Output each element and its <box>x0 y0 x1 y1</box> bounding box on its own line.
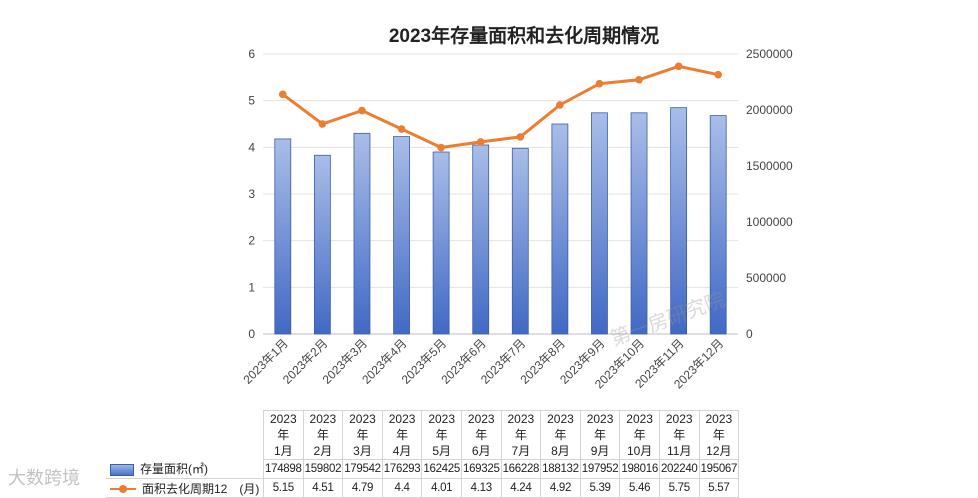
bar <box>353 132 371 335</box>
line-point <box>714 70 723 79</box>
line-point <box>516 133 525 141</box>
bar <box>432 151 450 335</box>
bar <box>472 144 490 335</box>
table-cell-stock-area: 174898 <box>263 459 304 479</box>
table-cell-cycle: 5.15 <box>263 478 304 498</box>
table-cell-stock-area: 202240 <box>658 459 700 479</box>
y-left-tick-label: 2 <box>248 234 255 248</box>
y-axis-right: 0 500000 1000000 1500000 2000000 2500000 <box>746 47 793 341</box>
table-header-cell: 2023年 1月 <box>263 410 304 460</box>
gridlines <box>263 53 738 335</box>
table-header-row: 2023年 1月 2023年 2月 2023年 3月 2023年 4月 2023年 5月 2023年… <box>106 410 740 460</box>
table-header-cell: 2023年 11月 <box>658 410 700 460</box>
line-point <box>358 106 366 115</box>
table-cell-cycle: 4.79 <box>342 478 383 498</box>
y-left-tick-label: 1 <box>248 280 255 294</box>
line-point <box>635 75 643 84</box>
bar <box>670 107 688 335</box>
table-cell-cycle: 4.01 <box>421 478 462 498</box>
line-point <box>278 90 287 99</box>
table-row-line: 面积去化周期12 (月) 5.15 4.51 4.79 4.4 4.01 4.13 4.24… <box>106 478 740 498</box>
table-cell-stock-area: 188132 <box>540 459 581 479</box>
table-header-cell: 2023年 3月 <box>342 410 383 460</box>
legend-line-swatch <box>110 484 136 494</box>
x-axis-categories: 2023年1月2023年2月2023年3月2023年4月2023年5月2023年… <box>240 336 726 391</box>
table-cell-cycle: 5.46 <box>619 478 660 498</box>
table-header-cell: 2023年 2月 <box>302 410 344 460</box>
y-right-tick-label: 500000 <box>746 271 786 285</box>
data-table: 2023年 1月 2023年 2月 2023年 3月 2023年 4月 2023年 5月 2023年… <box>106 410 740 498</box>
table-cell-cycle: 5.39 <box>579 478 621 498</box>
table-cell-stock-area: 169325 <box>460 459 502 479</box>
bar-series <box>274 107 727 335</box>
legend-line-cell: 面积去化周期12 (月) <box>106 478 264 498</box>
table-header-cell: 2023年 7月 <box>500 410 542 460</box>
table-cell-stock-area: 159802 <box>302 459 344 479</box>
bar <box>709 115 727 335</box>
table-cell-cycle: 4.24 <box>500 478 542 498</box>
y-right-tick-label: 2000000 <box>746 103 793 117</box>
table-cell-stock-area: 162425 <box>421 459 462 479</box>
y-right-tick-label: 1500000 <box>746 159 793 173</box>
table-header-cell: 2023年 12月 <box>698 410 740 460</box>
y-left-tick-label: 4 <box>248 140 255 154</box>
table-cell-stock-area: 197952 <box>579 459 621 479</box>
table-header-cell: 2023年 10月 <box>619 410 660 460</box>
y-left-tick-label: 6 <box>248 47 255 61</box>
table-row-bar: 存量面积(㎡) 174898 159802 179542 176293 162425 16… <box>106 459 740 479</box>
y-left-tick-label: 5 <box>248 94 255 108</box>
series-line <box>281 64 719 150</box>
bar <box>313 154 331 335</box>
table-header-cell: 2023年 9月 <box>579 410 621 460</box>
legend-bar-swatch <box>110 464 134 477</box>
table-cell-cycle: 4.92 <box>540 478 581 498</box>
bar <box>393 136 410 335</box>
table-cell-cycle: 4.13 <box>460 478 502 498</box>
legend-line-label: 面积去化周期12 (月) <box>142 481 260 496</box>
chart-title: 2023年存量面积和去化周期情况 <box>389 24 659 47</box>
bar <box>551 123 569 335</box>
table-cell-cycle: 4.51 <box>302 478 344 498</box>
bar <box>511 147 529 335</box>
table-header-cell: 2023年 8月 <box>540 410 581 460</box>
table-cell-stock-area: 166228 <box>500 459 542 479</box>
table-cell-stock-area: 179542 <box>342 459 383 479</box>
table-cell-stock-area: 176293 <box>381 459 423 479</box>
line-point <box>595 79 604 88</box>
bar <box>591 112 608 335</box>
y-left-tick-label: 3 <box>248 187 255 201</box>
table-cell-cycle: 5.75 <box>658 478 700 498</box>
table-cell-stock-area: 195067 <box>698 459 740 479</box>
legend-bar-label: 存量面积(㎡) <box>140 462 208 477</box>
line-point <box>556 101 564 109</box>
y-right-tick-label: 1000000 <box>746 215 793 229</box>
line-point <box>674 62 683 71</box>
y-right-tick-label: 0 <box>746 327 753 341</box>
line-point <box>476 138 485 146</box>
table-header-cell: 2023年 4月 <box>381 410 423 460</box>
table-cell-cycle: 4.4 <box>381 478 423 498</box>
line-point <box>397 125 406 133</box>
bar <box>274 138 292 335</box>
y-right-tick-label: 2500000 <box>746 47 793 61</box>
watermark-corner: 大数跨境 <box>8 468 80 489</box>
table-corner <box>106 411 264 460</box>
bar <box>630 112 648 335</box>
table-cell-stock-area: 198016 <box>619 459 660 479</box>
line-point <box>318 120 327 128</box>
table-header-cell: 2023年 6月 <box>460 410 502 460</box>
table-cell-cycle: 5.57 <box>698 478 740 498</box>
y-axis-left: 0 1 2 3 4 5 6 <box>248 47 255 341</box>
line-point <box>437 143 445 152</box>
chart-area: 2023年存量面积和去化周期情况 0 1 2 3 4 5 6 0 500000 1000000 1… <box>240 24 793 391</box>
table-header-cell: 2023年 5月 <box>421 410 462 460</box>
y-left-tick-label: 0 <box>248 327 255 341</box>
line-series <box>278 62 723 152</box>
legend-bar-cell: 存量面积(㎡) <box>106 459 264 479</box>
